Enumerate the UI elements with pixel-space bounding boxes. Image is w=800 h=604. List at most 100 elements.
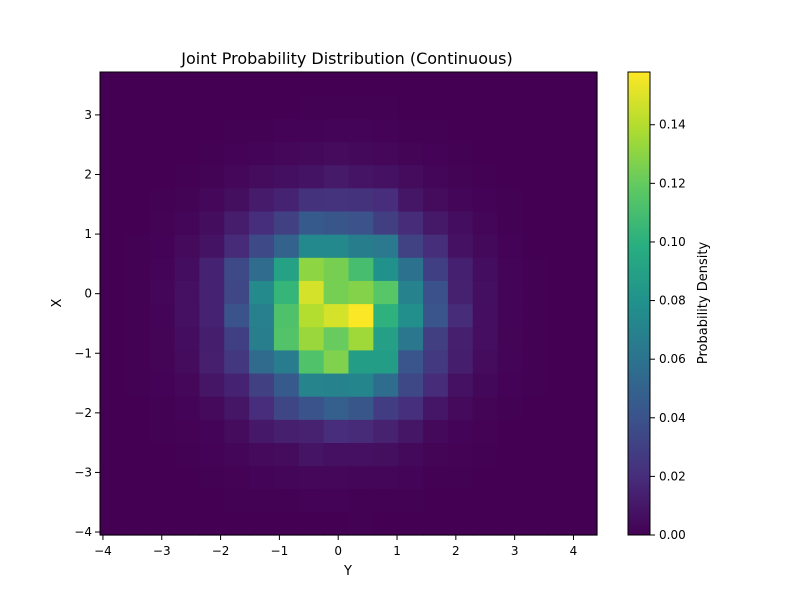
colorbar-tick-label: 0.02 <box>659 469 686 483</box>
heatmap-cell <box>323 442 350 467</box>
heatmap-cell <box>249 187 275 212</box>
heatmap-cell <box>174 164 200 189</box>
heatmap-cell <box>472 234 499 258</box>
heatmap-cell <box>149 257 176 281</box>
heatmap-cell <box>423 511 449 536</box>
heatmap-cell <box>224 488 250 513</box>
heatmap-cell <box>224 210 250 235</box>
heatmap-cell <box>149 442 176 467</box>
heatmap-cell <box>273 234 300 258</box>
heatmap-cell <box>472 187 499 212</box>
heatmap-cell <box>472 257 499 281</box>
chart-title: Joint Probability Distribution (Continuo… <box>180 49 512 68</box>
heatmap-cell <box>423 210 449 235</box>
heatmap-cell <box>447 511 474 536</box>
heatmap-cell <box>522 419 548 443</box>
heatmap-cell <box>100 326 126 351</box>
heatmap-cell <box>348 187 374 212</box>
x-tick-label: 3 <box>511 544 519 558</box>
heatmap-cell <box>100 442 126 467</box>
colorbar-tick-label: 0.10 <box>659 235 686 249</box>
heatmap-cell <box>273 95 300 119</box>
heatmap-cell <box>497 257 524 281</box>
heatmap-cell <box>572 326 598 351</box>
heatmap-cell <box>348 234 374 258</box>
heatmap-cell <box>199 488 225 513</box>
heatmap-cell <box>447 164 474 189</box>
heatmap-cell <box>423 257 449 281</box>
heatmap-cell <box>199 349 225 374</box>
heatmap-cell <box>249 326 275 351</box>
heatmap-cell <box>472 141 499 166</box>
heatmap-cell <box>547 234 573 258</box>
heatmap-cell <box>273 141 300 166</box>
heatmap-cell <box>323 511 350 536</box>
heatmap-cell <box>572 257 598 281</box>
heatmap-cell <box>174 257 200 281</box>
heatmap-cell <box>447 280 474 305</box>
heatmap-cell <box>497 326 524 351</box>
heatmap-cell <box>100 465 126 490</box>
heatmap-cell <box>398 488 424 513</box>
heatmap-cell <box>323 257 350 281</box>
heatmap-cell <box>149 164 176 189</box>
colorbar-tick-label: 0.14 <box>659 118 686 132</box>
heatmap-cell <box>522 280 548 305</box>
heatmap-cell <box>497 280 524 305</box>
heatmap-cell <box>323 210 350 235</box>
heatmap-cell <box>572 511 598 536</box>
heatmap-cell <box>522 372 548 397</box>
heatmap-cell <box>497 210 524 235</box>
heatmap-cell <box>149 465 176 490</box>
heatmap-cell <box>273 349 300 374</box>
y-axis: −4 −3 −2 −1 0 1 2 3 <box>74 108 100 539</box>
heatmap-cell <box>273 164 300 189</box>
heatmap-cell <box>373 419 399 443</box>
heatmap-cell <box>447 234 474 258</box>
heatmap-cell <box>224 396 250 420</box>
heatmap-cell <box>547 326 573 351</box>
heatmap-cell <box>398 210 424 235</box>
heatmap-cell <box>100 349 126 374</box>
heatmap-cell <box>100 488 126 513</box>
heatmap-cell <box>298 257 325 281</box>
heatmap-cell <box>124 326 151 351</box>
heatmap-cell <box>298 72 325 96</box>
heatmap-cell <box>149 280 176 305</box>
x-axis-label: Y <box>343 564 352 579</box>
heatmap-cell <box>547 72 573 96</box>
colorbar-tick-label: 0.12 <box>659 176 686 190</box>
heatmap-cell <box>472 511 499 536</box>
heatmap-cell <box>547 95 573 119</box>
heatmap-cell <box>572 118 598 143</box>
heatmap-cell <box>423 442 449 467</box>
heatmap-cell <box>298 141 325 166</box>
heatmap-cell <box>149 488 176 513</box>
heatmap-cell <box>199 465 225 490</box>
heatmap-cell <box>472 303 499 328</box>
heatmap-cell <box>373 234 399 258</box>
heatmap-cell <box>199 234 225 258</box>
heatmap-cell <box>323 72 350 96</box>
heatmap-cell <box>323 303 350 328</box>
heatmap-cell <box>572 349 598 374</box>
heatmap-cell <box>199 210 225 235</box>
heatmap-cell <box>298 303 325 328</box>
heatmap-cell <box>348 72 374 96</box>
heatmap-cell <box>547 372 573 397</box>
heatmap-cell <box>447 419 474 443</box>
colorbar-tick-label: 0.00 <box>659 528 686 542</box>
heatmap-cell <box>472 72 499 96</box>
heatmap-cell <box>373 349 399 374</box>
heatmap-cell <box>249 164 275 189</box>
heatmap-cell <box>547 210 573 235</box>
heatmap-cell <box>249 303 275 328</box>
heatmap-cell <box>298 164 325 189</box>
heatmap-cell <box>572 95 598 119</box>
heatmap-cell <box>497 141 524 166</box>
heatmap-cell <box>423 72 449 96</box>
heatmap-cell <box>273 396 300 420</box>
heatmap-cell <box>323 396 350 420</box>
heatmap-cell <box>124 210 151 235</box>
